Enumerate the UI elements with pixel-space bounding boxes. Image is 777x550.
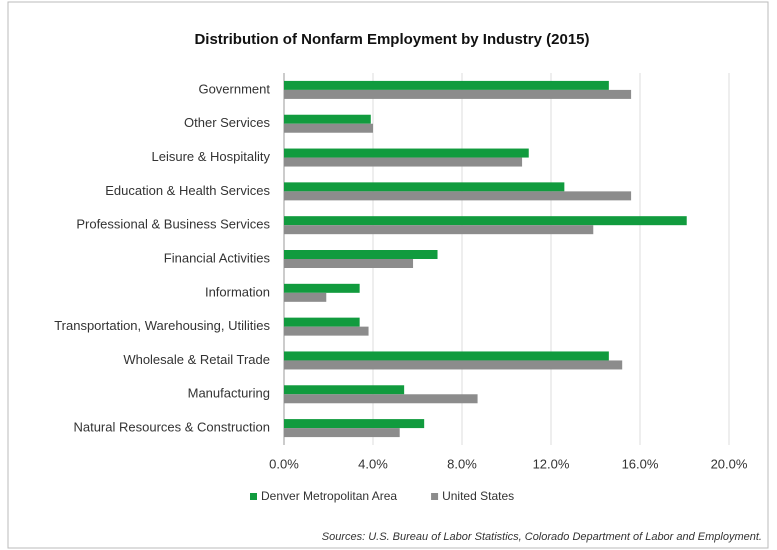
legend-label: United States — [442, 489, 514, 503]
bar — [284, 317, 360, 327]
y-tick-label: Education & Health Services — [105, 183, 270, 198]
bar — [284, 250, 438, 259]
y-tick-label: Other Services — [184, 115, 270, 130]
bar — [284, 225, 594, 235]
y-tick-label: Transportation, Warehousing, Utilities — [54, 318, 270, 333]
chart-title: Distribution of Nonfarm Employment by In… — [194, 31, 589, 48]
bar — [284, 385, 405, 395]
y-tick-label: Government — [198, 81, 270, 96]
bar — [284, 419, 425, 429]
legend-label: Denver Metropolitan Area — [261, 489, 397, 503]
bar — [284, 80, 609, 90]
legend-swatch — [250, 493, 257, 500]
bar — [284, 123, 373, 133]
bar — [284, 216, 687, 226]
bar — [284, 259, 414, 268]
source-note: Sources: U.S. Bureau of Labor Statistics… — [322, 531, 762, 543]
bar — [284, 428, 400, 438]
legend-swatch — [431, 493, 439, 500]
bar — [284, 292, 327, 302]
bar — [284, 283, 360, 293]
y-tick-label: Leisure & Hospitality — [152, 149, 271, 164]
x-tick-label: 4.0% — [358, 456, 388, 471]
bar — [284, 182, 565, 192]
y-tick-label: Professional & Business Services — [76, 217, 270, 232]
bar — [284, 114, 371, 124]
bar — [284, 191, 632, 201]
x-tick-label: 16.0% — [622, 456, 659, 471]
bar — [284, 360, 623, 370]
bar — [284, 351, 609, 361]
y-tick-label: Wholesale & Retail Trade — [123, 352, 270, 367]
y-tick-label: Natural Resources & Construction — [73, 420, 270, 435]
y-tick-label: Financial Activities — [164, 250, 271, 265]
bar — [284, 394, 478, 404]
y-tick-label: Information — [205, 284, 270, 299]
bar — [284, 89, 632, 99]
bar — [284, 157, 523, 167]
x-tick-label: 0.0% — [269, 456, 299, 471]
x-tick-label: 8.0% — [447, 456, 477, 471]
bar — [284, 326, 369, 336]
x-tick-label: 20.0% — [711, 456, 748, 471]
y-tick-label: Manufacturing — [188, 386, 270, 401]
frame — [7, 1, 769, 549]
bar — [284, 148, 529, 158]
x-tick-label: 12.0% — [533, 456, 570, 471]
